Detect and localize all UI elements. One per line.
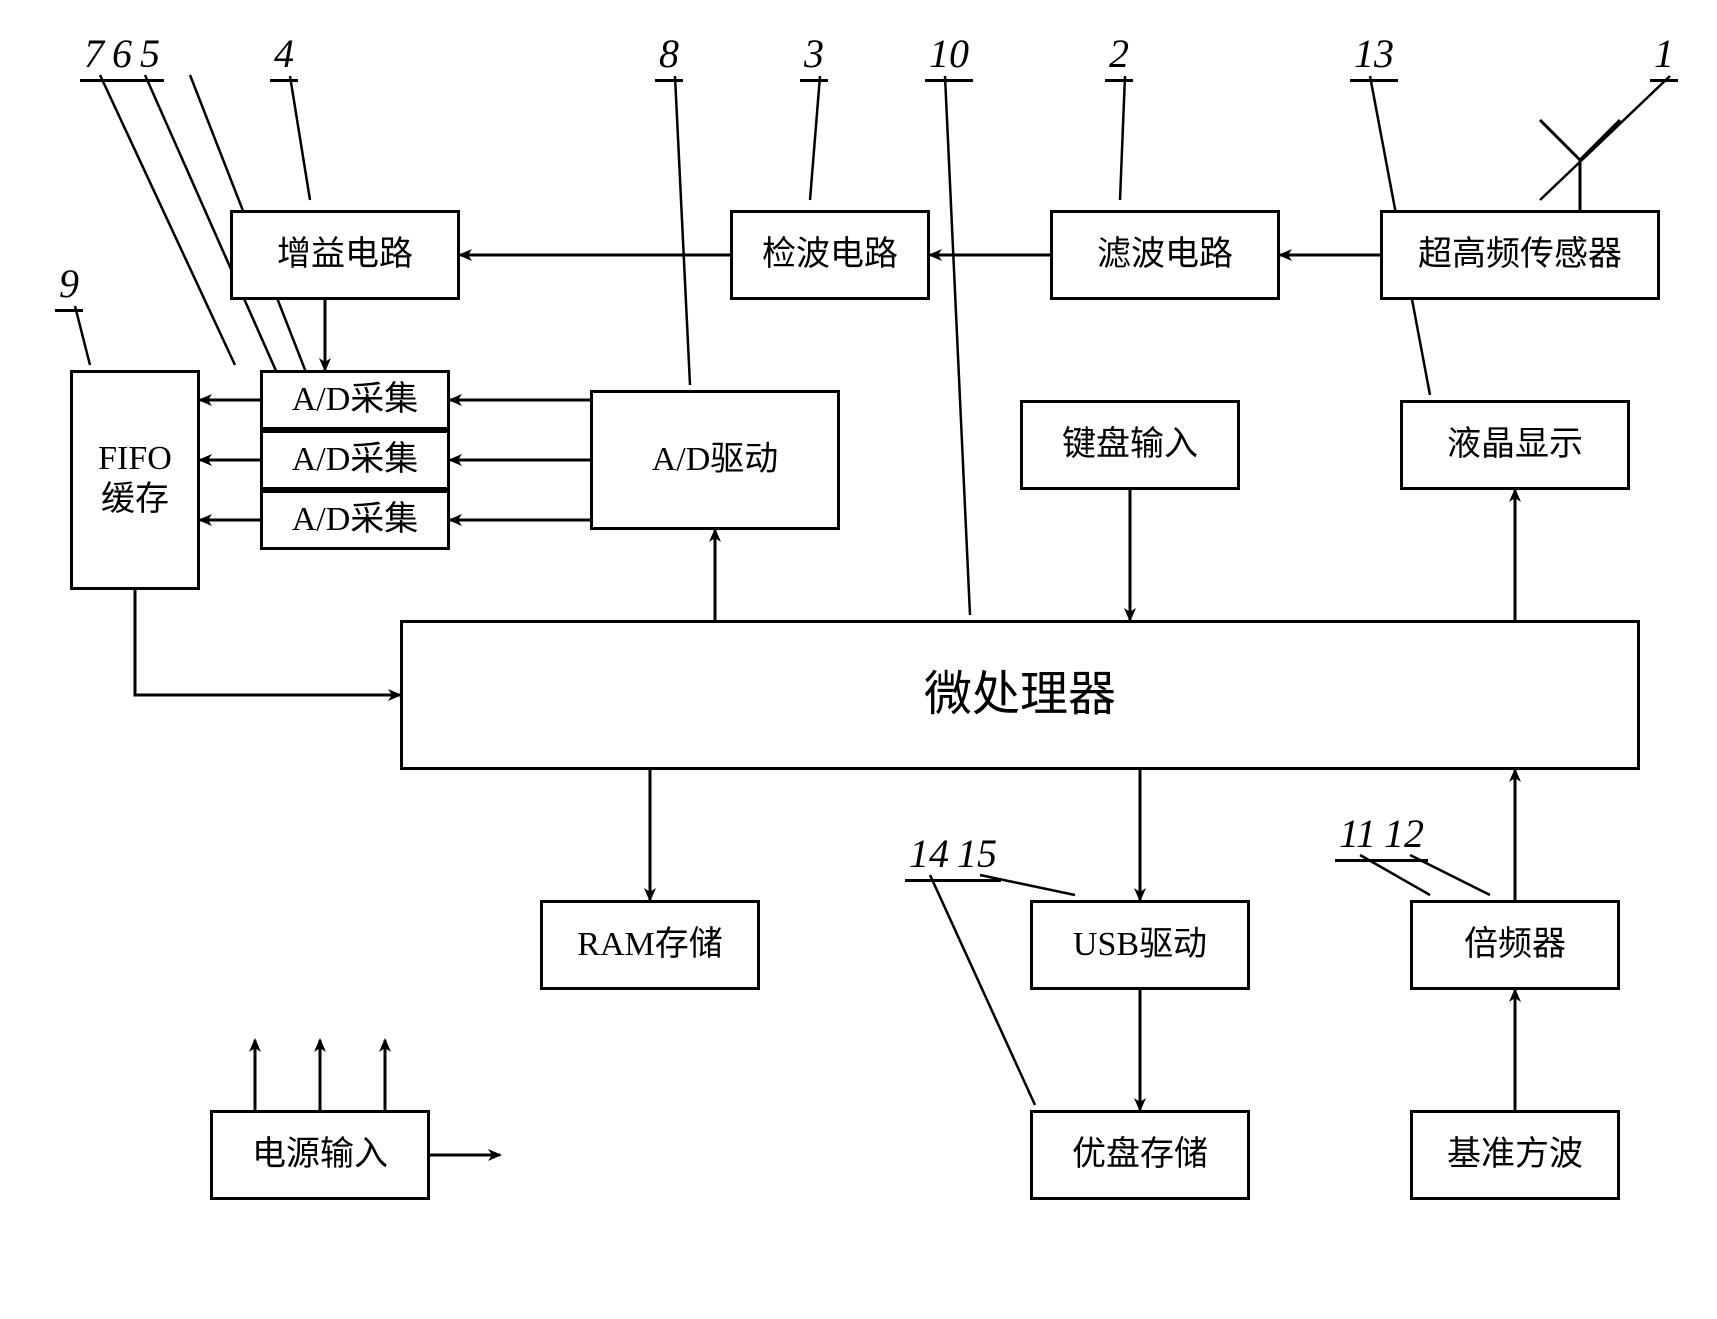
- label-mult: 倍频器: [1464, 925, 1566, 966]
- box-filter: 滤波电路: [1050, 210, 1280, 300]
- label-ram: RAM存储: [577, 925, 722, 966]
- callout-number: 4: [270, 30, 298, 82]
- label-addrv: A/D驱动: [652, 440, 779, 481]
- label-usbdrv: USB驱动: [1073, 925, 1207, 966]
- callout-digit: 1: [1650, 30, 1678, 82]
- callout-digit: 2: [1105, 30, 1133, 82]
- diagram-canvas: 超高频传感器 滤波电路 检波电路 增益电路 A/D采集 A/D采集 A/D采集 …: [0, 0, 1717, 1319]
- label-gain: 增益电路: [277, 235, 413, 276]
- callout-digit: 13: [1350, 30, 1398, 82]
- callout-digit: 7: [80, 30, 108, 82]
- callout-digit: 8: [655, 30, 683, 82]
- callout-number: 1: [1650, 30, 1678, 82]
- box-ram: RAM存储: [540, 900, 760, 990]
- callout-digit: 9: [55, 260, 83, 312]
- callout-digit: 15: [953, 830, 1001, 882]
- label-fifo: FIFO 缓存: [98, 439, 172, 521]
- label-detect: 检波电路: [762, 235, 898, 276]
- callout-digit: 14: [905, 830, 953, 882]
- box-ad3: A/D采集: [260, 490, 450, 550]
- box-cpu: 微处理器: [400, 620, 1640, 770]
- label-ad1: A/D采集: [292, 380, 419, 421]
- label-power: 电源输入: [252, 1135, 388, 1176]
- callout-number: 9: [55, 260, 83, 312]
- label-filter: 滤波电路: [1097, 235, 1233, 276]
- callout-number: 13: [1350, 30, 1398, 82]
- callout-number: 2: [1105, 30, 1133, 82]
- box-keyboard: 键盘输入: [1020, 400, 1240, 490]
- box-fifo: FIFO 缓存: [70, 370, 200, 590]
- box-gain: 增益电路: [230, 210, 460, 300]
- box-sensor: 超高频传感器: [1380, 210, 1660, 300]
- box-ad2: A/D采集: [260, 430, 450, 490]
- label-udisk: 优盘存储: [1072, 1135, 1208, 1176]
- label-keyboard: 键盘输入: [1062, 425, 1198, 466]
- callout-number: 8: [655, 30, 683, 82]
- callout-digit: 5: [136, 30, 164, 82]
- callout-digit: 11: [1335, 810, 1380, 862]
- box-usbdrv: USB驱动: [1030, 900, 1250, 990]
- label-cpu: 微处理器: [924, 666, 1116, 724]
- label-ad3: A/D采集: [292, 500, 419, 541]
- box-sqwave: 基准方波: [1410, 1110, 1620, 1200]
- box-lcd: 液晶显示: [1400, 400, 1630, 490]
- label-lcd: 液晶显示: [1447, 425, 1583, 466]
- callout-number: 1415: [905, 830, 1001, 882]
- callout-digit: 12: [1380, 810, 1428, 862]
- box-mult: 倍频器: [1410, 900, 1620, 990]
- box-udisk: 优盘存储: [1030, 1110, 1250, 1200]
- callout-digit: 6: [108, 30, 136, 82]
- callout-digit: 10: [925, 30, 973, 82]
- label-sqwave: 基准方波: [1447, 1135, 1583, 1176]
- callout-number: 10: [925, 30, 973, 82]
- box-detect: 检波电路: [730, 210, 930, 300]
- box-addrv: A/D驱动: [590, 390, 840, 530]
- callout-number: 1112: [1335, 810, 1428, 862]
- callout-digit: 3: [800, 30, 828, 82]
- callout-number: 3: [800, 30, 828, 82]
- box-ad1: A/D采集: [260, 370, 450, 430]
- label-sensor: 超高频传感器: [1418, 235, 1622, 276]
- callout-digit: 4: [270, 30, 298, 82]
- callout-number: 765: [80, 30, 164, 82]
- box-power: 电源输入: [210, 1110, 430, 1200]
- label-ad2: A/D采集: [292, 440, 419, 481]
